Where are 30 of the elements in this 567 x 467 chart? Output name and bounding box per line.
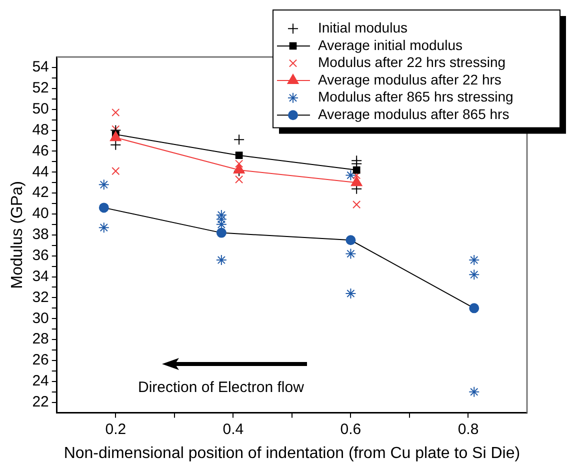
legend-label: Average initial modulus — [318, 36, 462, 53]
y-tick-label: 38 — [32, 226, 49, 244]
y-tick-label: 32 — [32, 288, 49, 306]
legend-label: Modulus after 22 hrs stressing — [318, 54, 506, 70]
y-tick-label: 30 — [32, 310, 49, 327]
y-tick-label: 26 — [32, 352, 49, 369]
y-tick-label: 40 — [32, 205, 49, 222]
legend-label: Average modulus after 22 hrs — [318, 71, 502, 88]
y-tick-label: 48 — [32, 121, 49, 138]
y-tick-label: 42 — [32, 184, 49, 202]
x-axis-title: Non-dimensional position of indentation (from Cu plate to Si Die) — [64, 444, 520, 462]
x-tick-label: 0.4 — [222, 420, 244, 438]
y-tick-label: 34 — [32, 268, 49, 285]
y-axis-title: Modulus (GPa) — [9, 181, 26, 289]
annotation: Direction of Electron flow — [138, 379, 304, 396]
x-tick-label: 0.8 — [458, 420, 479, 438]
y-tick-label: 28 — [32, 330, 49, 348]
y-tick-label: 22 — [32, 393, 49, 410]
y-tick-label: 50 — [32, 100, 49, 118]
legend-label: Modulus after 865 hrs stressing — [318, 88, 514, 105]
legend-label: Average modulus after 865 hrs — [318, 106, 510, 122]
x-tick-label: 0.2 — [105, 420, 126, 438]
y-tick-label: 36 — [32, 246, 49, 264]
x-tick-label: 0.6 — [340, 420, 362, 438]
y-tick-label: 24 — [32, 372, 49, 390]
y-tick-label: 44 — [32, 163, 49, 180]
legend-label: Initial modulus — [318, 20, 408, 36]
y-tick-label: 52 — [32, 80, 49, 97]
y-tick-label: 54 — [32, 58, 49, 76]
y-tick-label: 46 — [32, 142, 49, 160]
